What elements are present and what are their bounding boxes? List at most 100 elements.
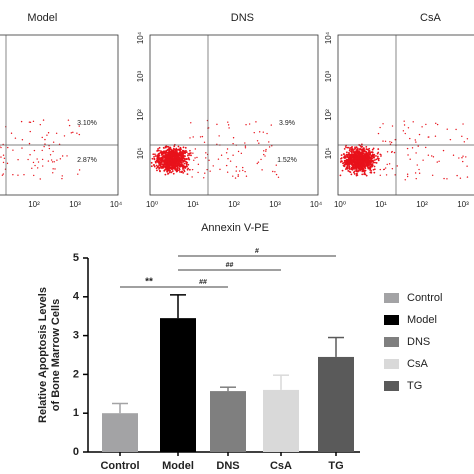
event-dot xyxy=(371,148,374,151)
event-dot xyxy=(23,174,25,176)
event-dot xyxy=(55,132,58,134)
event-dot xyxy=(28,142,31,145)
event-dot xyxy=(353,164,356,166)
event-dot xyxy=(377,159,380,162)
event-dot xyxy=(194,148,197,150)
event-dot xyxy=(166,170,169,173)
event-dot xyxy=(436,123,439,126)
event-dot xyxy=(265,150,267,152)
event-dot xyxy=(197,171,199,174)
event-dot xyxy=(348,151,350,154)
event-dot xyxy=(391,150,393,153)
event-dot xyxy=(167,162,170,164)
event-dot xyxy=(44,138,46,141)
y-axis-label: of Bone Marrow Cells xyxy=(50,299,62,411)
event-dot xyxy=(41,158,44,161)
event-dot xyxy=(227,157,229,160)
event-dot xyxy=(171,170,174,172)
event-dot xyxy=(42,165,44,167)
event-dot xyxy=(352,164,355,167)
event-dot xyxy=(418,168,420,171)
event-dot xyxy=(206,168,208,171)
x-tick-label: 10² xyxy=(228,200,240,209)
event-dot xyxy=(352,157,355,160)
legend-label: CsA xyxy=(407,358,428,370)
x-tick-label: 10⁴ xyxy=(310,200,323,209)
event-dot xyxy=(158,146,161,149)
legend-label: TG xyxy=(407,380,422,392)
event-dot xyxy=(406,147,409,150)
event-dot xyxy=(372,155,375,157)
significance-label: ** xyxy=(145,277,153,288)
event-dot xyxy=(377,148,380,150)
y-tick-label: 5 xyxy=(73,252,79,264)
event-dot xyxy=(173,148,176,151)
event-dot xyxy=(166,151,168,154)
significance-label: ## xyxy=(199,279,207,286)
event-dot xyxy=(197,163,200,166)
event-dot xyxy=(178,153,181,156)
legend-swatch xyxy=(384,337,399,347)
event-dot xyxy=(365,158,368,161)
bar xyxy=(102,413,138,452)
event-dot xyxy=(17,159,19,161)
legend-label: DNS xyxy=(407,336,430,348)
event-dot xyxy=(271,145,273,147)
event-dot xyxy=(187,157,190,160)
event-dot xyxy=(52,141,55,143)
event-dot xyxy=(367,159,369,162)
event-dot xyxy=(409,158,411,160)
event-dot xyxy=(359,147,361,150)
event-dot xyxy=(227,124,230,126)
event-dot xyxy=(382,123,384,125)
event-dot xyxy=(58,143,61,145)
event-dot xyxy=(176,153,179,156)
event-dot xyxy=(373,156,376,159)
event-dot xyxy=(348,165,351,168)
event-dot xyxy=(376,155,379,158)
event-dot xyxy=(46,134,48,136)
event-dot xyxy=(63,135,66,137)
event-dot xyxy=(167,160,170,163)
event-dot xyxy=(183,162,186,165)
event-dot xyxy=(425,146,427,149)
event-dot xyxy=(350,158,353,161)
event-dot xyxy=(232,137,235,139)
event-dot xyxy=(218,135,220,137)
y-tick-label: 10⁴ xyxy=(324,31,333,44)
event-dot xyxy=(403,120,405,122)
event-dot xyxy=(371,160,373,163)
event-dot xyxy=(182,164,185,167)
event-dot xyxy=(179,151,182,153)
quadrant-label: 3.10% xyxy=(77,120,97,127)
event-dot xyxy=(167,155,170,158)
event-dot xyxy=(29,130,31,133)
event-dot xyxy=(51,161,54,163)
x-tick-label: Control xyxy=(100,460,139,472)
event-dot xyxy=(234,177,237,179)
event-dot xyxy=(363,150,366,153)
y-tick-label: 10² xyxy=(324,109,333,121)
event-dot xyxy=(174,169,177,171)
event-dot xyxy=(182,159,185,162)
event-dot xyxy=(41,136,43,139)
event-dot xyxy=(388,163,391,165)
event-dot xyxy=(369,159,372,162)
event-dot xyxy=(163,169,166,172)
event-dot xyxy=(379,126,381,129)
x-tick-label: Model xyxy=(162,460,194,472)
event-dot xyxy=(169,146,172,149)
flow-panel: DNS 3.9% 1.52% 10⁰ 10¹ 10¹ 10² 10² 10³ 10³ 10⁴ 10⁴ xyxy=(136,12,323,209)
event-dot xyxy=(36,158,38,160)
event-dot xyxy=(154,153,156,156)
event-dot xyxy=(39,123,41,126)
event-dot xyxy=(446,128,448,130)
event-dot xyxy=(181,170,183,173)
event-dot xyxy=(256,162,258,165)
event-dot xyxy=(379,168,381,171)
x-tick-label: 10⁰ xyxy=(146,200,158,209)
event-dot xyxy=(156,155,159,158)
event-dot xyxy=(375,158,378,161)
event-dot xyxy=(166,168,169,171)
event-dot xyxy=(31,167,33,169)
